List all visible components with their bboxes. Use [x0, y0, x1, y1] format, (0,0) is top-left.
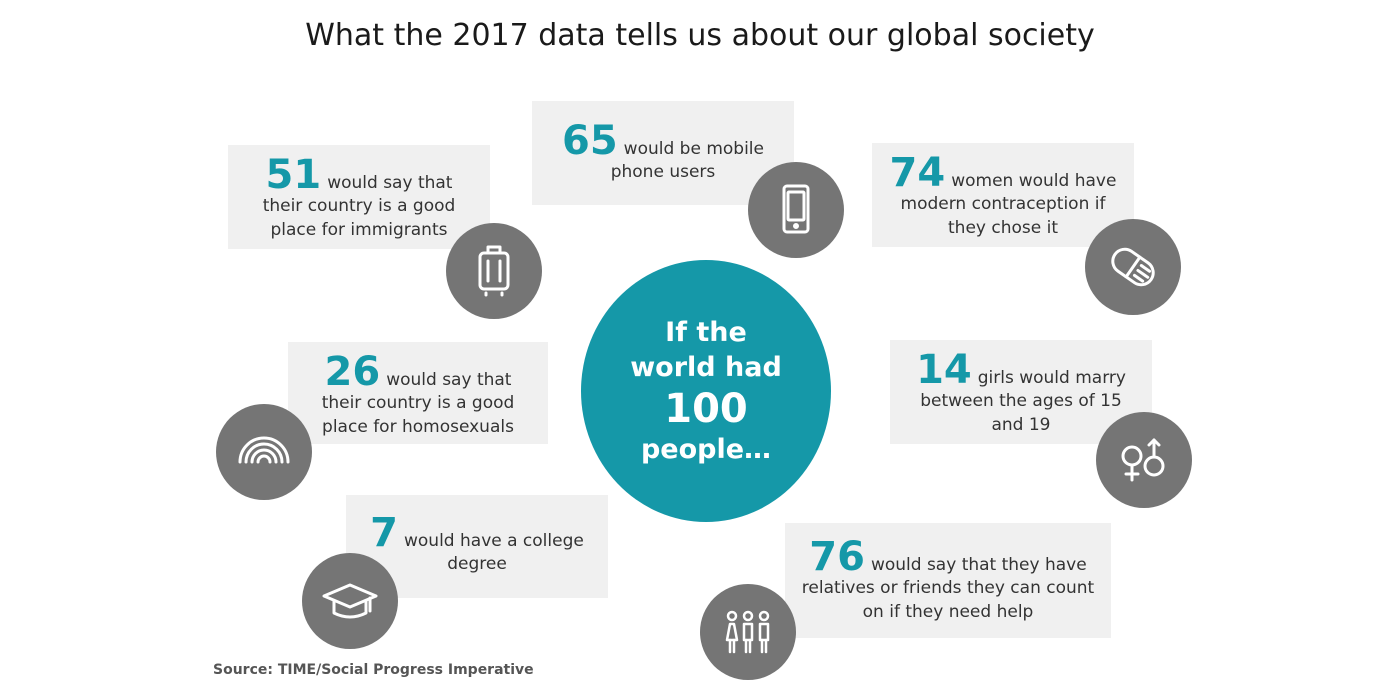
fact-number: 51	[265, 152, 322, 198]
fact-text: would have a college	[404, 531, 584, 551]
fact-text: women would have	[951, 171, 1117, 191]
fact-card-contraception: 74 women would have modern contraception …	[872, 143, 1134, 247]
fact-text: would be mobile	[623, 139, 764, 159]
fact-text: place for immigrants	[270, 219, 448, 240]
fact-text: degree	[447, 554, 507, 575]
center-text: world had	[630, 352, 782, 384]
page-title: What the 2017 data tells us about our gl…	[305, 18, 1095, 53]
fact-number: 7	[370, 510, 398, 556]
fact-text: would say that they have	[870, 555, 1087, 575]
fact-text: their country is a good	[262, 196, 456, 217]
fact-text: they chose it	[948, 217, 1058, 238]
fact-number: 65	[562, 118, 618, 164]
fact-number: 14	[916, 347, 972, 393]
suitcase-icon	[446, 223, 542, 319]
center-text: If the	[665, 317, 747, 349]
source-note: Source: TIME/Social Progress Imperative	[213, 662, 534, 678]
center-number: 100	[664, 385, 748, 432]
fact-text: their country is a good	[321, 393, 515, 414]
fact-card-homosexuals: 26 would say that their country is a good…	[288, 342, 548, 444]
gender-symbols-icon	[1096, 412, 1192, 508]
people-group-icon	[700, 584, 796, 680]
mobile-phone-icon	[748, 162, 844, 258]
pill-icon	[1085, 219, 1181, 315]
fact-text: phone users	[610, 162, 716, 183]
fact-text: between the ages of 15	[920, 391, 1122, 412]
fact-text: and 19	[991, 414, 1051, 435]
fact-number: 76	[809, 534, 865, 580]
fact-text: relatives or friends they can count	[801, 578, 1095, 599]
graduation-cap-icon	[302, 553, 398, 649]
fact-text: on if they need help	[862, 601, 1034, 622]
fact-number: 74	[889, 150, 946, 196]
fact-card-immigrants: 51 would say that their country is a good…	[228, 145, 490, 249]
fact-number: 26	[324, 349, 381, 395]
fact-card-mobile: 65 would be mobile phone users	[532, 101, 794, 205]
rainbow-icon	[216, 404, 312, 500]
center-text: people…	[640, 433, 772, 465]
fact-card-relatives: 76 would say that they have relatives or …	[785, 523, 1111, 638]
fact-text: modern contraception if	[900, 194, 1106, 215]
fact-text: would say that	[327, 173, 453, 193]
fact-text: place for homosexuals	[322, 416, 514, 437]
fact-text: girls would marry	[977, 368, 1126, 388]
fact-text: would say that	[386, 370, 512, 390]
center-circle: If the world had 100 people…	[581, 260, 831, 522]
